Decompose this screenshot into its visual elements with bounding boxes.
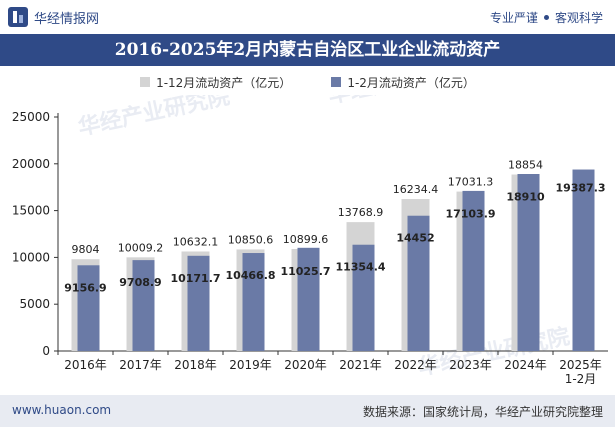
data-label-annual: 13768.9 <box>338 206 384 219</box>
brand-name: 华经情报网 <box>34 11 100 27</box>
watermark-text: 华经产业研究院 <box>416 323 572 380</box>
watermark-text: 华经产业研究院 <box>326 95 482 109</box>
bar-period <box>517 174 540 351</box>
data-label-annual: 10009.2 <box>118 241 164 254</box>
data-label-annual: 10850.6 <box>228 233 274 246</box>
data-label-period: 9156.9 <box>64 281 106 294</box>
x-tick-label: 2018年 <box>174 358 217 372</box>
x-tick-label: 2017年 <box>119 358 162 372</box>
data-label-period: 10466.8 <box>225 269 275 282</box>
bar-chart: 华经产业研究院华经产业研究院华经产业研究院0500010000150002000… <box>12 95 608 386</box>
tagline: 专业严谨 客观科学 <box>490 9 603 26</box>
legend-item-period: 1-2月流动资产（亿元） <box>331 74 475 91</box>
data-label-period: 9708.9 <box>119 276 161 289</box>
data-label-annual: 18854 <box>508 159 543 172</box>
x-tick-label: 2020年 <box>284 358 327 372</box>
bar-period <box>187 255 210 351</box>
data-label-period: 14452 <box>396 232 434 245</box>
x-tick-label: 2021年 <box>339 358 382 372</box>
top-bar: 华经情报网 专业严谨 客观科学 <box>0 0 615 34</box>
bar-period <box>572 169 595 351</box>
x-tick-label: 2016年 <box>64 358 107 372</box>
data-label-annual: 9804 <box>72 243 100 256</box>
x-tick-label: 2019年 <box>229 358 272 372</box>
footer-website-link[interactable]: www.huaon.com <box>12 403 112 417</box>
x-tick-label: 2022年 <box>394 358 437 372</box>
y-tick-label: 5000 <box>19 297 50 311</box>
chart-legend: 1-12月流动资产（亿元） 1-2月流动资产（亿元） <box>0 72 615 92</box>
brand[interactable]: 华经情报网 <box>8 7 99 27</box>
chart-title: 2016-2025年2月内蒙古自治区工业企业流动资产 <box>114 40 501 60</box>
data-label-annual: 17031.3 <box>448 176 494 189</box>
x-tick-label: 2025年 <box>559 358 602 372</box>
x-tick-label: 1-2月 <box>565 372 597 386</box>
legend-swatch-period <box>331 77 342 87</box>
bar-period <box>352 244 375 351</box>
watermark-text: 华经产业研究院 <box>76 95 232 141</box>
x-tick-label: 2023年 <box>449 358 492 372</box>
bar-period <box>407 215 430 351</box>
data-label-annual: 10632.1 <box>173 235 219 248</box>
data-label-annual: 16234.4 <box>393 183 439 196</box>
y-tick-label: 10000 <box>12 250 50 264</box>
y-tick-label: 0 <box>42 344 50 358</box>
footer-source: 数据来源：国家统计局，华经产业研究院整理 <box>362 405 603 419</box>
bar-period <box>462 190 485 351</box>
tagline-left: 专业严谨 <box>489 11 538 25</box>
y-tick-label: 15000 <box>12 204 50 218</box>
data-label-period: 11025.7 <box>280 265 330 278</box>
data-label-period: 18910 <box>506 191 545 204</box>
footer: www.huaon.com 数据来源：国家统计局，华经产业研究院整理 <box>0 395 615 427</box>
bar-period <box>77 265 100 351</box>
data-label-period: 11354.4 <box>335 261 385 274</box>
y-tick-label: 25000 <box>12 110 50 124</box>
title-bar: 2016-2025年2月内蒙古自治区工业企业流动资产 <box>0 34 615 66</box>
legend-label-period: 1-2月流动资产（亿元） <box>347 75 475 90</box>
tagline-right: 客观科学 <box>554 11 603 25</box>
x-tick-label: 2024年 <box>504 358 547 372</box>
dot-separator-icon <box>543 15 549 20</box>
bar-period <box>297 247 320 351</box>
legend-swatch-annual <box>140 77 151 87</box>
bar-period <box>132 260 155 351</box>
data-label-period: 17103.9 <box>445 208 495 221</box>
bar-period <box>242 253 265 351</box>
data-label-period: 10171.7 <box>170 272 220 285</box>
legend-label-annual: 1-12月流动资产（亿元） <box>156 75 292 90</box>
data-label-annual: 10899.6 <box>283 233 329 246</box>
y-tick-label: 20000 <box>12 157 50 171</box>
data-label-period: 19387.3 <box>555 182 605 195</box>
legend-item-annual: 1-12月流动资产（亿元） <box>140 74 291 91</box>
logo-icon <box>8 7 28 27</box>
